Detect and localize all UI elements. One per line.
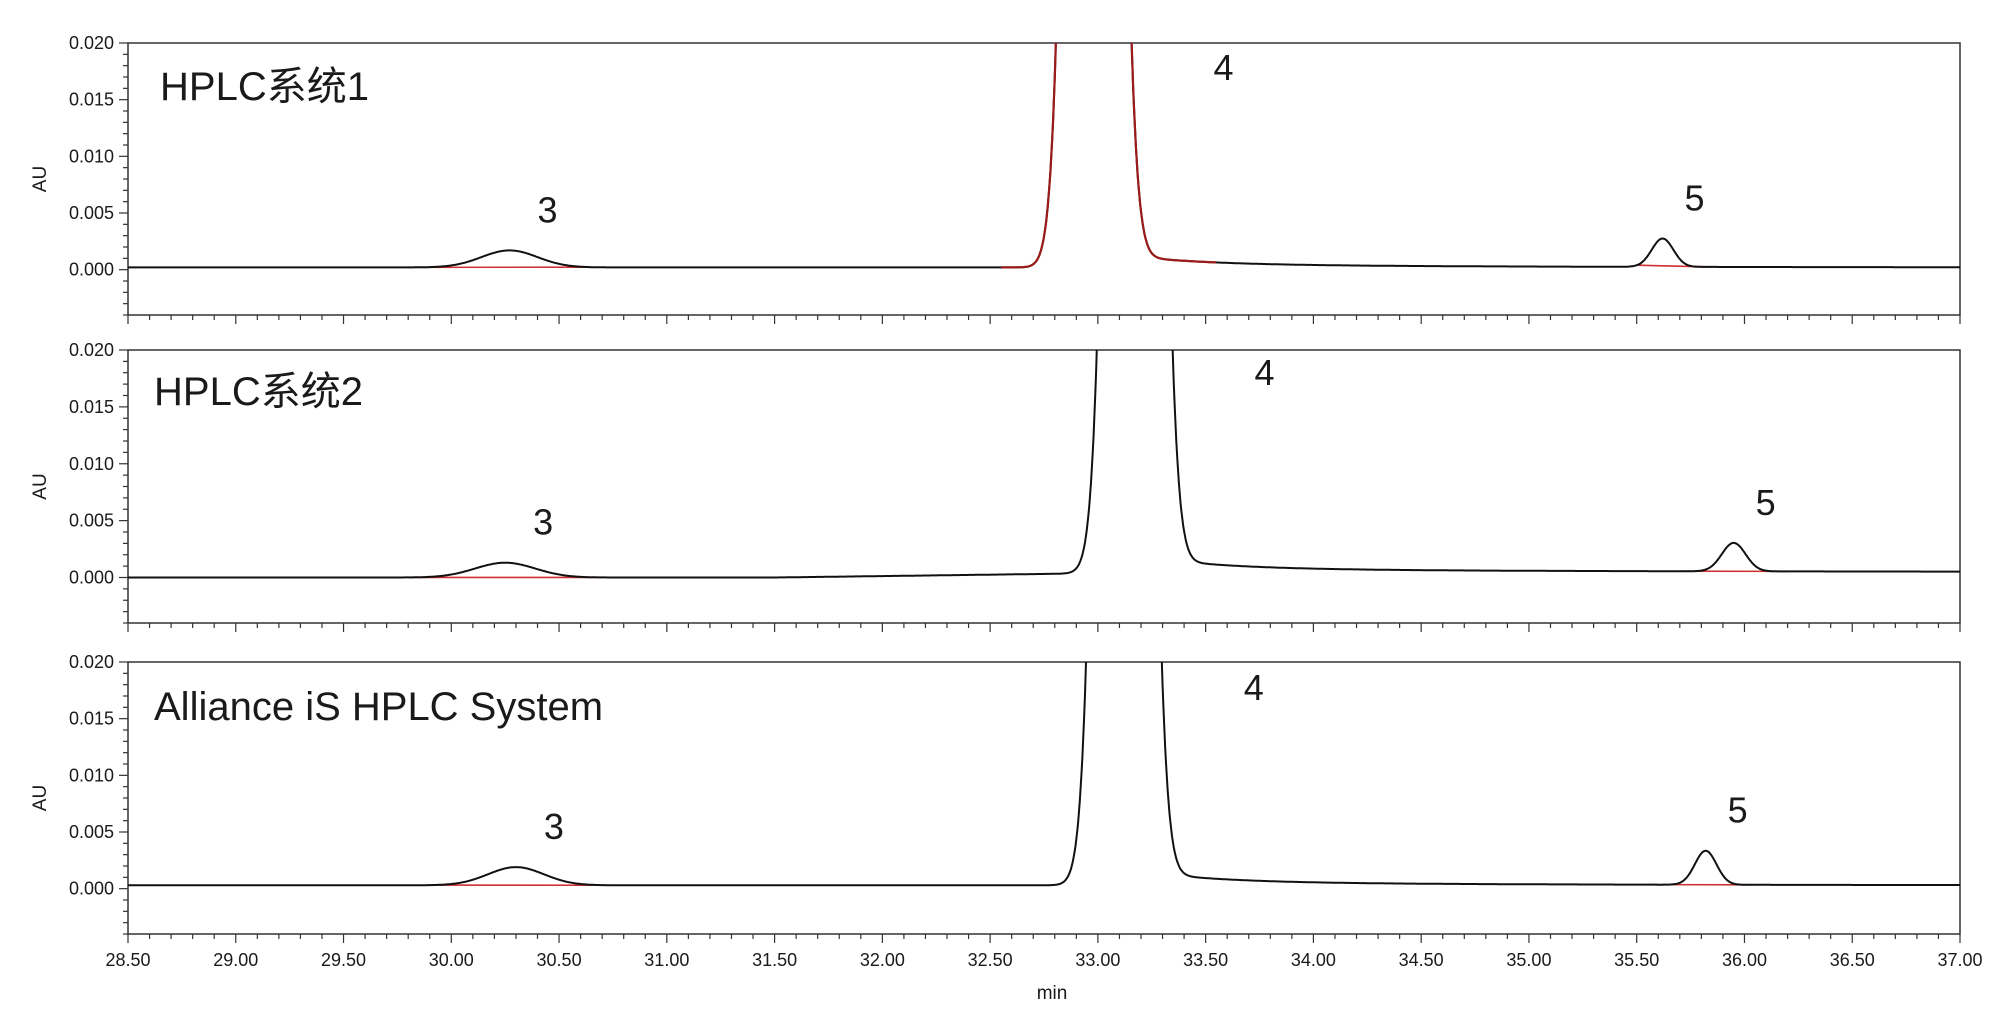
x-tick-label: 32.00 <box>860 950 905 970</box>
y-axis-label: AU <box>30 473 51 499</box>
peak-label: 3 <box>544 806 564 847</box>
x-tick-label: 31.50 <box>752 950 797 970</box>
x-tick-label: 30.00 <box>429 950 474 970</box>
x-tick-label: 34.00 <box>1291 950 1336 970</box>
y-tick-label: 0.000 <box>69 568 114 588</box>
peak-label: 5 <box>1756 482 1776 523</box>
y-tick-label: 0.020 <box>69 340 114 360</box>
y-tick-label: 0.010 <box>69 146 114 166</box>
x-tick-label: 37.00 <box>1937 950 1982 970</box>
x-axis: 28.50 29.00 29.50 30.00 30.50 31.00 31.50 32.00… <box>105 950 1982 970</box>
integrated-trace <box>1001 43 1216 269</box>
chromatogram-trace <box>128 350 1960 579</box>
chart-panel: 0.000 0.005 0.010 0.015 0.020 AU Alliance iS H… <box>30 652 1961 943</box>
x-tick-label: 29.50 <box>321 950 366 970</box>
peak-label: 5 <box>1728 790 1748 831</box>
y-tick-label: 0.015 <box>69 90 114 110</box>
chart-panel: 0.000 0.005 0.010 0.015 0.020 AU HPLC系统1 3 4 5 <box>30 33 1961 324</box>
x-tick-label: 35.50 <box>1614 950 1659 970</box>
peak-label: 5 <box>1685 178 1705 219</box>
x-tick-label: 31.00 <box>644 950 689 970</box>
peak-label: 3 <box>537 189 557 230</box>
x-tick-label: 33.50 <box>1183 950 1228 970</box>
x-tick-label: 29.00 <box>213 950 258 970</box>
peak-label: 3 <box>533 502 553 543</box>
y-tick-label: 0.015 <box>69 397 114 417</box>
y-axis-label: AU <box>30 166 51 192</box>
peak-label: 4 <box>1244 667 1264 708</box>
y-tick-label: 0.000 <box>69 260 114 280</box>
y-tick-label: 0.020 <box>69 652 114 672</box>
panel-title: HPLC系统2 <box>154 370 363 414</box>
x-tick-label: 32.50 <box>968 950 1013 970</box>
peak-label: 4 <box>1214 47 1234 88</box>
chart-panel: 0.000 0.005 0.010 0.015 0.020 AU HPLC系统2 3 4 5 <box>30 340 1961 632</box>
chart-panels: 0.0000.0050.0100.0150.020AUHPLC系统13450.0… <box>30 33 1961 943</box>
y-axis-label: AU <box>30 785 51 811</box>
y-tick-label: 0.010 <box>69 765 114 785</box>
panel-title: Alliance iS HPLC System <box>154 685 603 729</box>
chromatogram-trace <box>128 662 1960 887</box>
y-tick-label: 0.005 <box>69 203 114 223</box>
x-tick-label: 35.00 <box>1506 950 1551 970</box>
y-tick-label: 0.020 <box>69 33 114 53</box>
y-tick-label: 0.005 <box>69 822 114 842</box>
panel-title: HPLC系统1 <box>160 65 369 109</box>
x-tick-label: 33.00 <box>1075 950 1120 970</box>
y-tick-label: 0.010 <box>69 454 114 474</box>
y-tick-label: 0.005 <box>69 511 114 531</box>
x-tick-label: 30.50 <box>537 950 582 970</box>
x-tick-label: 36.50 <box>1830 950 1875 970</box>
x-axis-label: min <box>1037 983 1068 1004</box>
x-tick-label: 34.50 <box>1399 950 1444 970</box>
y-tick-label: 0.000 <box>69 879 114 899</box>
x-tick-label: 28.50 <box>105 950 150 970</box>
x-tick-label: 36.00 <box>1722 950 1767 970</box>
peak-label: 4 <box>1255 352 1275 393</box>
y-tick-label: 0.015 <box>69 709 114 729</box>
